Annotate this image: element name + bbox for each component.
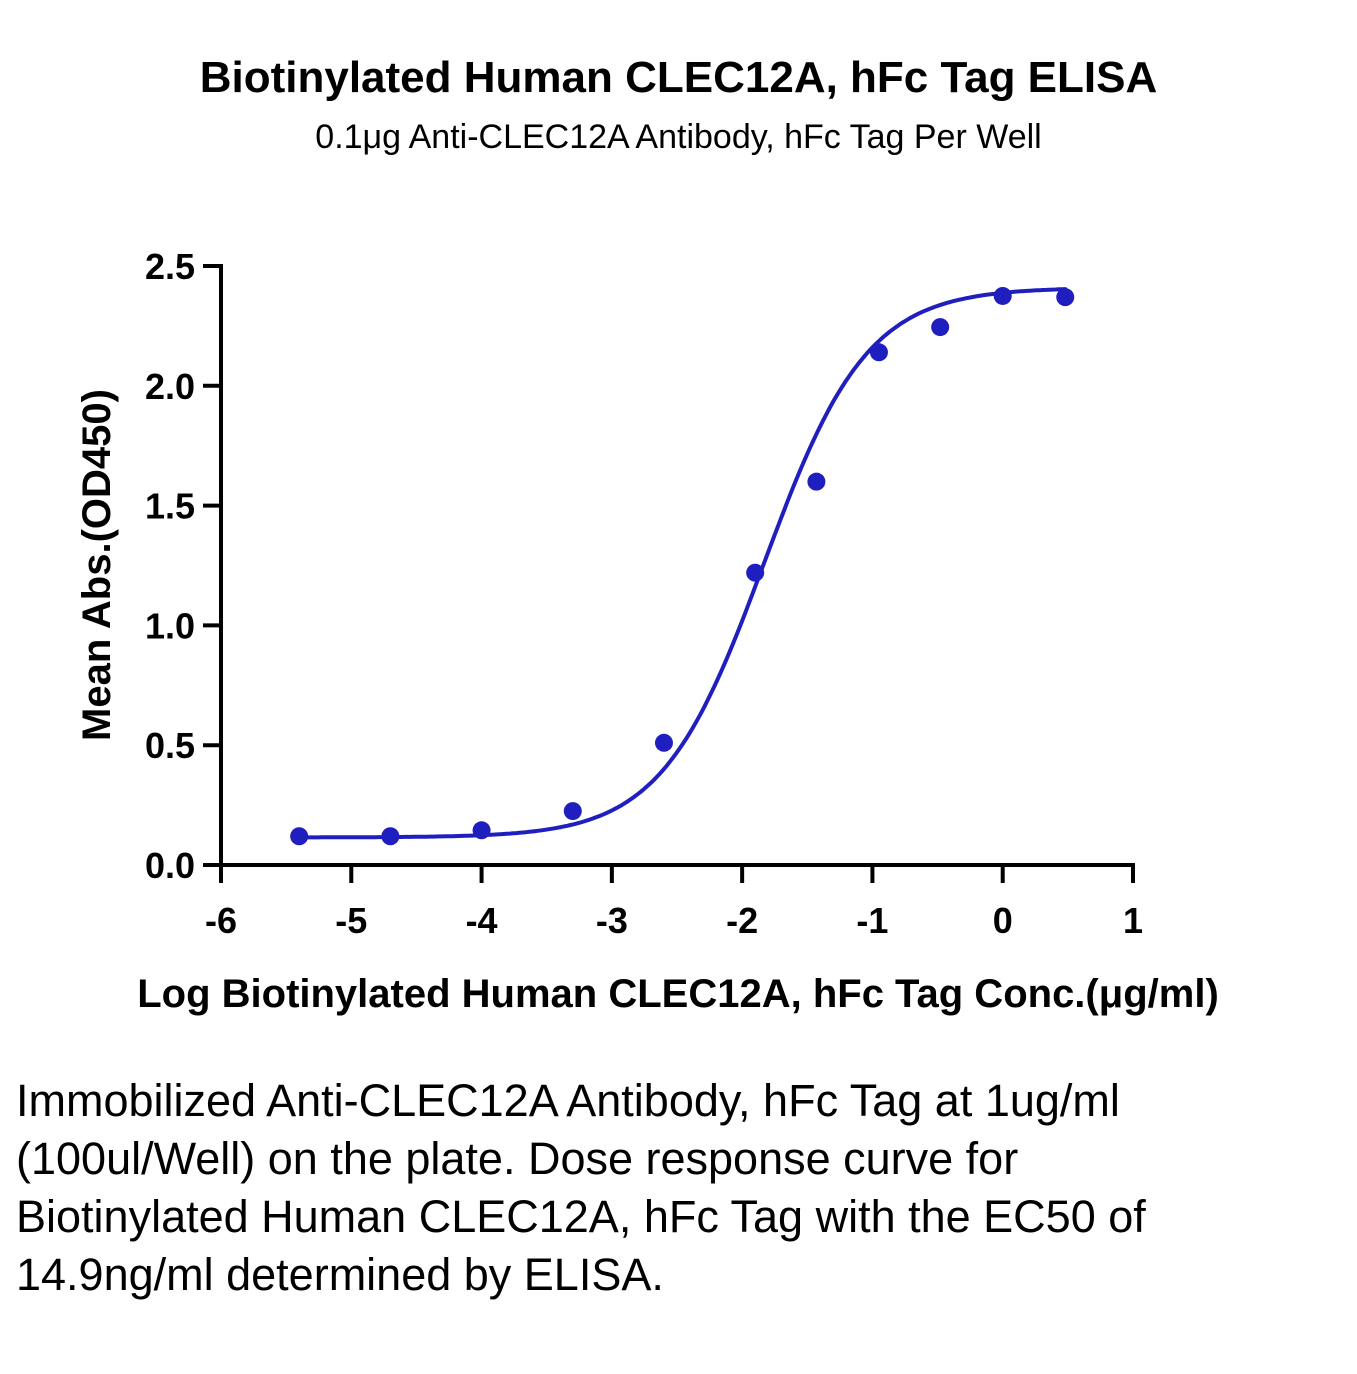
y-tick-label: 2.5 [145,246,195,287]
data-point [381,827,400,846]
chart-title: Biotinylated Human CLEC12A, hFc Tag ELIS… [199,53,1158,102]
data-point [563,802,582,821]
data-point [807,472,826,491]
x-tick-label: -4 [466,900,498,941]
x-tick-label: 1 [1123,900,1143,941]
x-tick-label: -5 [335,900,367,941]
chart-subtitle: 0.1μg Anti-CLEC12A Antibody, hFc Tag Per… [315,118,1042,156]
x-tick-label: 0 [993,900,1013,941]
fit-curve [297,287,1068,840]
data-point [472,821,491,840]
y-tick-label: 0.0 [145,845,195,886]
y-axis: 0.0 0.5 1.0 1.5 2.0 2.5 [145,246,223,886]
y-tick-label: 1.5 [145,486,195,527]
y-axis-label: Mean Abs.(OD450) [75,389,119,741]
data-point [654,733,673,752]
x-tick-label: -6 [205,900,237,941]
y-tick-label: 1.0 [145,605,195,646]
figure-caption: Immobilized Anti-CLEC12A Antibody, hFc T… [16,1075,1146,1300]
x-axis: -6 -5 -4 -3 -2 -1 0 1 [205,863,1143,941]
data-point [290,827,309,846]
data-point [1056,288,1075,307]
x-tick-label: -3 [596,900,628,941]
data-point [993,286,1012,305]
y-tick-label: 0.5 [145,725,195,766]
x-tick-label: -1 [856,900,888,941]
elisa-chart: 0.0 0.5 1.0 1.5 2.0 2.5 -6 -5 -4 -3 -2 -1 0 1 Mean A… [75,246,1219,1016]
data-series [290,286,1075,846]
data-point [746,563,765,582]
data-point [869,343,888,362]
data-point [931,318,950,337]
y-tick-label: 2.0 [145,366,195,407]
x-axis-label: Log Biotinylated Human CLEC12A, hFc Tag … [137,972,1219,1016]
x-tick-label: -2 [726,900,758,941]
